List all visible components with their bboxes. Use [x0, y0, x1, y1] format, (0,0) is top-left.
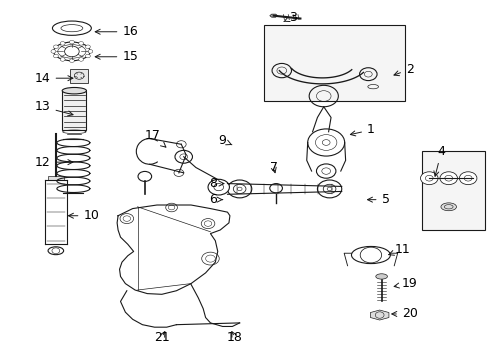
Ellipse shape — [62, 87, 86, 94]
Polygon shape — [269, 14, 277, 17]
Bar — [264, 24, 404, 102]
Circle shape — [60, 58, 65, 61]
Circle shape — [120, 213, 133, 224]
Circle shape — [51, 50, 56, 53]
Text: 11: 11 — [388, 243, 409, 256]
Text: 6: 6 — [208, 193, 222, 206]
Text: 20: 20 — [391, 307, 417, 320]
Circle shape — [53, 54, 58, 58]
Text: 3: 3 — [283, 11, 296, 24]
Circle shape — [79, 58, 83, 61]
Bar — [62, 91, 86, 130]
Circle shape — [176, 141, 186, 148]
Circle shape — [458, 172, 476, 185]
Circle shape — [269, 184, 282, 193]
Text: 17: 17 — [144, 129, 165, 147]
Circle shape — [69, 59, 74, 63]
Text: 18: 18 — [226, 331, 242, 344]
Circle shape — [85, 45, 90, 49]
Circle shape — [227, 180, 251, 198]
Text: 4: 4 — [433, 145, 445, 176]
Circle shape — [138, 171, 151, 181]
Circle shape — [165, 203, 177, 212]
Circle shape — [69, 40, 74, 44]
Text: 8: 8 — [208, 177, 224, 190]
Circle shape — [317, 180, 341, 198]
Text: 1: 1 — [350, 123, 374, 136]
Circle shape — [60, 41, 65, 45]
Circle shape — [201, 219, 214, 229]
Circle shape — [85, 54, 90, 58]
Circle shape — [201, 252, 219, 265]
Text: 14: 14 — [35, 72, 73, 85]
Bar — [421, 152, 484, 230]
Circle shape — [207, 179, 229, 195]
Text: 12: 12 — [35, 156, 73, 168]
Polygon shape — [369, 310, 388, 320]
Circle shape — [174, 169, 183, 176]
Circle shape — [79, 41, 83, 45]
Text: 7: 7 — [269, 161, 277, 174]
Bar — [70, 69, 88, 83]
Ellipse shape — [375, 274, 386, 279]
Ellipse shape — [351, 247, 389, 264]
Text: 16: 16 — [95, 25, 138, 38]
Text: 5: 5 — [367, 193, 389, 206]
Text: 10: 10 — [68, 209, 99, 222]
Circle shape — [88, 50, 93, 53]
Text: 19: 19 — [393, 277, 417, 290]
Text: 9: 9 — [218, 134, 231, 147]
Text: 13: 13 — [35, 100, 73, 116]
Ellipse shape — [440, 203, 456, 211]
Text: 21: 21 — [154, 331, 169, 344]
Circle shape — [53, 45, 58, 49]
Bar — [48, 176, 63, 180]
Circle shape — [420, 172, 437, 185]
Text: 15: 15 — [95, 50, 138, 63]
Text: 2: 2 — [393, 63, 413, 76]
Circle shape — [439, 172, 457, 185]
